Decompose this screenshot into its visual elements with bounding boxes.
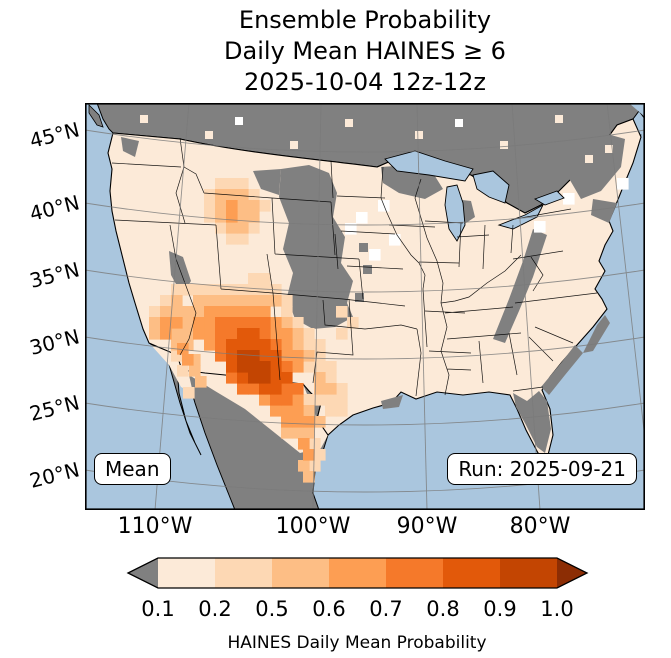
map-canvas (85, 103, 645, 510)
colorbar-tick: 0.2 (198, 597, 231, 621)
figure: Ensemble Probability Daily Mean HAINES ≥… (0, 0, 671, 658)
title-line-2: Daily Mean HAINES ≥ 6 (85, 36, 645, 67)
map-panel: Mean Run: 2025-09-21 (85, 103, 645, 510)
title-line-3: 2025-10-04 12z-12z (85, 67, 645, 98)
lon-tick-label: 100°W (258, 514, 368, 539)
colorbar-tick: 0.1 (141, 597, 174, 621)
lat-tick-label: 20°N (0, 457, 82, 499)
title-line-1: Ensemble Probability (85, 5, 645, 36)
colorbar-tick: 0.9 (483, 597, 516, 621)
run-date-badge: Run: 2025-09-21 (447, 453, 637, 485)
colorbar-tick: 1.0 (540, 597, 573, 621)
colorbar-tick-labels: 0.1 0.2 0.5 0.6 0.7 0.8 0.9 1.0 (141, 597, 573, 621)
lon-tick-label: 90°W (372, 514, 482, 539)
colorbar-tick: 0.6 (312, 597, 345, 621)
colorbar-segments (128, 558, 587, 588)
lat-tick-label: 30°N (0, 324, 82, 366)
figure-title: Ensemble Probability Daily Mean HAINES ≥… (85, 5, 645, 98)
lat-tick-label: 25°N (0, 390, 82, 432)
statistic-badge: Mean (94, 453, 171, 485)
lon-tick-label: 80°W (485, 514, 595, 539)
lat-tick-label: 35°N (0, 257, 82, 299)
lat-tick-label: 45°N (0, 117, 82, 159)
colorbar-tick: 0.5 (255, 597, 288, 621)
colorbar-tick: 0.7 (369, 597, 402, 621)
lat-tick-label: 40°N (0, 190, 82, 232)
colorbar: 0.1 0.2 0.5 0.6 0.7 0.8 0.9 1.0 HAINES Daily Me… (0, 550, 671, 658)
colorbar-caption: HAINES Daily Mean Probability (227, 633, 486, 653)
lon-tick-label: 110°W (100, 514, 210, 539)
colorbar-tick: 0.8 (426, 597, 459, 621)
